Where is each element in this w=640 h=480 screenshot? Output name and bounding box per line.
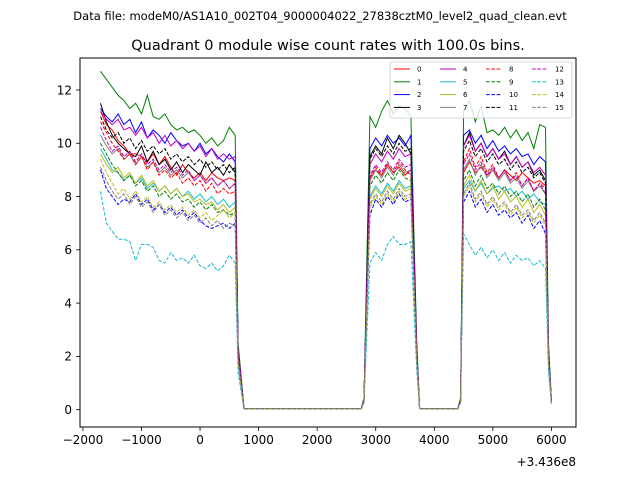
series-line-11 <box>100 116 552 410</box>
y-axis: 0 2 4 6 8 10 12 <box>57 83 80 417</box>
legend-label-8: 8 <box>509 66 513 74</box>
y-tick-label: 0 <box>64 403 72 417</box>
legend-label-0: 0 <box>417 66 421 74</box>
x-tick-label: 0 <box>196 433 204 447</box>
series-layer <box>100 71 552 410</box>
y-tick-label: 4 <box>64 296 72 310</box>
axes-frame <box>79 57 577 428</box>
x-tick-label: 1000 <box>243 433 274 447</box>
legend-label-11: 11 <box>509 104 518 112</box>
x-tick-label: 2000 <box>302 433 333 447</box>
series-line-15 <box>100 166 552 410</box>
legend-label-6: 6 <box>463 91 468 99</box>
legend-label-7: 7 <box>463 104 467 112</box>
legend-box <box>389 61 573 119</box>
y-tick-label: 10 <box>57 137 72 151</box>
series-line-13 <box>100 191 552 410</box>
legend-label-12: 12 <box>555 66 564 74</box>
legend-label-14: 14 <box>555 91 564 99</box>
x-tick-label: 6000 <box>536 433 567 447</box>
x-tick-label: −1000 <box>121 433 162 447</box>
x-axis: −2000 −1000 0 1000 2000 3000 4000 5000 6000 <box>63 427 567 447</box>
legend-label-9: 9 <box>509 78 513 86</box>
series-line-12 <box>100 127 552 410</box>
legend-label-13: 13 <box>555 78 564 86</box>
legend-label-4: 4 <box>463 66 468 74</box>
legend-label-2: 2 <box>417 91 421 99</box>
legend-label-15: 15 <box>555 104 564 112</box>
y-tick-label: 8 <box>64 190 72 204</box>
legend-label-1: 1 <box>417 78 421 86</box>
x-offset-label: +3.436e8 <box>517 455 576 469</box>
x-tick-label: 5000 <box>478 433 509 447</box>
y-tick-label: 6 <box>64 243 72 257</box>
x-tick-label: −2000 <box>63 433 104 447</box>
suptitle: Data file: modeM0/AS1A10_002T04_90000040… <box>73 9 567 23</box>
y-tick-label: 12 <box>57 83 72 97</box>
chart-title: Quadrant 0 module wise count rates with … <box>131 38 525 54</box>
x-tick-label: 3000 <box>360 433 391 447</box>
y-tick-label: 2 <box>64 350 72 364</box>
legend-label-5: 5 <box>463 78 467 86</box>
x-tick-label: 4000 <box>419 433 450 447</box>
series-line-14 <box>100 158 552 410</box>
legend-label-10: 10 <box>509 91 518 99</box>
legend-label-3: 3 <box>417 104 421 112</box>
